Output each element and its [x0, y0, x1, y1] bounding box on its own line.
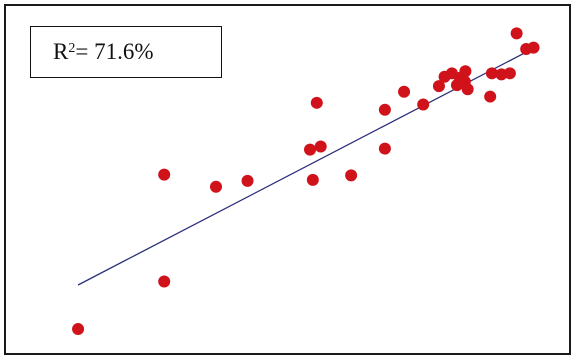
- data-point: [484, 90, 497, 103]
- data-point: [378, 142, 391, 155]
- data-point: [485, 67, 498, 80]
- r-squared-label: R: [53, 39, 69, 64]
- data-point: [158, 275, 171, 288]
- data-point: [306, 173, 319, 186]
- data-point: [241, 174, 254, 187]
- data-points-layer: [72, 27, 540, 336]
- data-point: [310, 96, 323, 109]
- data-point: [461, 83, 474, 96]
- data-point: [72, 323, 85, 336]
- data-point: [459, 65, 472, 78]
- data-point: [209, 180, 222, 193]
- data-point: [304, 143, 317, 156]
- data-point: [527, 41, 540, 54]
- data-point: [378, 103, 391, 116]
- data-point: [432, 80, 445, 93]
- data-point: [398, 85, 411, 98]
- r-squared-superscript: 2: [68, 41, 76, 56]
- data-point: [510, 27, 523, 40]
- data-point: [345, 169, 358, 182]
- r-squared-value: = 71.6%: [75, 39, 154, 64]
- data-point: [314, 140, 327, 153]
- scatter-plot: [72, 27, 540, 336]
- data-point: [417, 98, 430, 111]
- data-point: [503, 67, 516, 80]
- data-point: [158, 168, 171, 181]
